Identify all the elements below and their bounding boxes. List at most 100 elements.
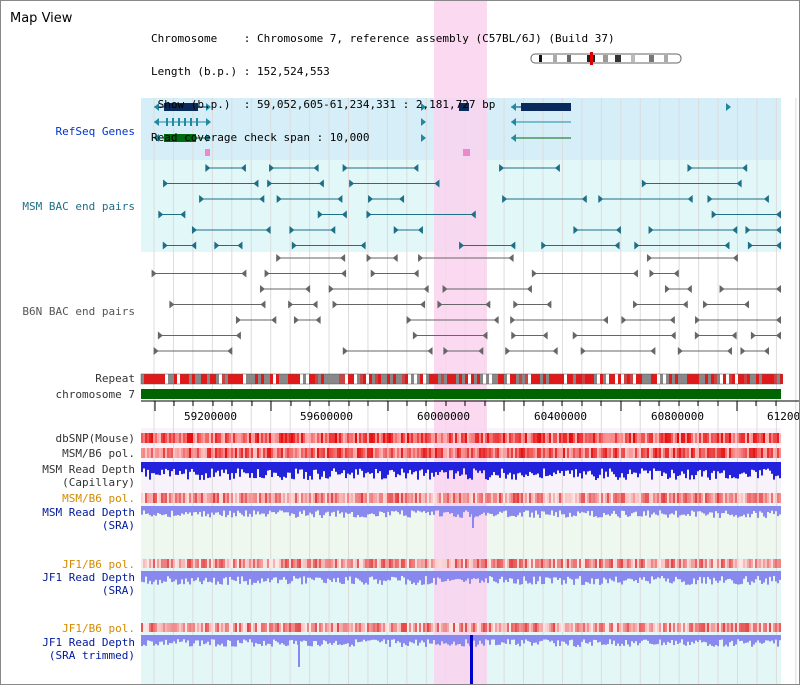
heat-cell bbox=[213, 623, 215, 632]
heat-cell bbox=[275, 559, 277, 568]
track-label-jf1-depth[interactable]: JF1 Read Depth (SRA) bbox=[42, 571, 135, 597]
heat-cell bbox=[619, 559, 621, 568]
heat-cell bbox=[147, 623, 149, 632]
depth-bar bbox=[199, 571, 201, 582]
depth-bar bbox=[633, 462, 635, 473]
heat-cell bbox=[217, 623, 219, 632]
depth-bar bbox=[669, 571, 671, 583]
depth-bar bbox=[349, 635, 351, 647]
depth-bar bbox=[361, 635, 363, 642]
depth-bar bbox=[445, 635, 447, 644]
track-label-msm-pol-sra[interactable]: MSM/B6 pol. bbox=[62, 492, 135, 505]
heat-cell bbox=[593, 559, 595, 568]
heat-cell bbox=[689, 448, 691, 458]
depth-bar bbox=[345, 506, 347, 513]
heat-cell bbox=[293, 559, 295, 568]
heat-cell bbox=[163, 493, 165, 503]
depth-bar bbox=[573, 571, 575, 585]
heat-cell bbox=[209, 623, 211, 632]
heat-cell bbox=[777, 433, 779, 443]
depth-bar bbox=[455, 635, 457, 646]
depth-bar bbox=[417, 571, 419, 583]
bac-end-arrow bbox=[719, 285, 725, 293]
depth-bar bbox=[465, 462, 467, 475]
depth-bar bbox=[375, 506, 377, 517]
depth-bar bbox=[301, 462, 303, 470]
repeat-segment bbox=[561, 374, 564, 384]
heat-cell bbox=[773, 559, 775, 568]
track-label-msm-depth-capillary[interactable]: MSM Read Depth (Capillary) bbox=[42, 463, 135, 489]
depth-bar bbox=[391, 462, 393, 470]
depth-bar bbox=[257, 635, 259, 645]
heat-cell bbox=[527, 493, 529, 503]
depth-bar bbox=[631, 506, 633, 514]
depth-bar bbox=[643, 571, 645, 578]
heat-cell bbox=[489, 559, 491, 568]
repeat-segment bbox=[480, 374, 483, 384]
depth-bar bbox=[561, 462, 563, 471]
depth-bar bbox=[477, 635, 479, 645]
heat-cell bbox=[713, 493, 715, 503]
heat-cell bbox=[649, 493, 651, 503]
depth-bar bbox=[411, 462, 413, 475]
heat-cell bbox=[569, 433, 571, 443]
heat-cell bbox=[613, 433, 615, 443]
heat-cell bbox=[359, 623, 361, 632]
depth-bar bbox=[157, 506, 159, 513]
depth-bar bbox=[357, 506, 359, 516]
heat-cell bbox=[445, 433, 447, 443]
track-label-msm-pol[interactable]: MSM/B6 pol. bbox=[62, 447, 135, 460]
heat-cell bbox=[167, 559, 169, 568]
depth-bar bbox=[697, 635, 699, 643]
heat-cell bbox=[657, 448, 659, 458]
depth-bar bbox=[745, 462, 747, 474]
heat-cell bbox=[677, 433, 679, 443]
heat-cell bbox=[327, 559, 329, 568]
depth-bar bbox=[599, 635, 601, 642]
track-label-refseq[interactable]: RefSeq Genes bbox=[55, 125, 135, 138]
depth-bar bbox=[249, 635, 251, 640]
heat-cell bbox=[205, 623, 207, 632]
repeat-segment bbox=[246, 374, 249, 384]
depth-bar bbox=[703, 506, 705, 514]
heat-cell bbox=[245, 433, 247, 443]
track-label-jf1-pol[interactable]: JF1/B6 pol. bbox=[62, 558, 135, 571]
repeat-segment bbox=[489, 374, 492, 384]
track-label-jf1-depth-trimmed[interactable]: JF1 Read Depth (SRA trimmed) bbox=[42, 636, 135, 662]
heat-cell bbox=[409, 559, 411, 568]
heat-cell bbox=[777, 559, 779, 568]
depth-bar bbox=[649, 571, 651, 584]
heat-cell bbox=[349, 493, 351, 503]
depth-bar bbox=[255, 571, 257, 583]
heat-cell bbox=[583, 448, 585, 458]
heat-cell bbox=[229, 448, 231, 458]
repeat-segment bbox=[144, 374, 147, 384]
heat-cell bbox=[509, 493, 511, 503]
heat-cell bbox=[717, 493, 719, 503]
heat-cell bbox=[407, 433, 409, 443]
track-label-msm-bac[interactable]: MSM BAC end pairs bbox=[22, 200, 135, 213]
repeat-segment bbox=[522, 374, 525, 384]
depth-bar bbox=[537, 635, 539, 645]
heat-cell bbox=[607, 623, 609, 632]
heat-cell bbox=[433, 559, 435, 568]
track-label-jf1-pol-2[interactable]: JF1/B6 pol. bbox=[62, 622, 135, 635]
depth-bar bbox=[401, 571, 403, 577]
repeat-segment bbox=[555, 374, 558, 384]
repeat-segment bbox=[588, 374, 591, 384]
heat-cell bbox=[577, 433, 579, 443]
heat-cell bbox=[711, 433, 713, 443]
heat-cell bbox=[385, 433, 387, 443]
track-label-msm-depth-sra[interactable]: MSM Read Depth (SRA) bbox=[42, 506, 135, 532]
track-label-b6n-bac[interactable]: B6N BAC end pairs bbox=[22, 305, 135, 318]
depth-bar bbox=[289, 462, 291, 473]
heat-cell bbox=[441, 623, 443, 632]
track-label-dbsnp[interactable]: dbSNP(Mouse) bbox=[55, 432, 135, 445]
heat-cell bbox=[403, 559, 405, 568]
heat-cell bbox=[685, 623, 687, 632]
depth-bar bbox=[683, 462, 685, 474]
heat-cell bbox=[249, 559, 251, 568]
heat-cell bbox=[677, 559, 679, 568]
heat-cell bbox=[209, 448, 211, 458]
